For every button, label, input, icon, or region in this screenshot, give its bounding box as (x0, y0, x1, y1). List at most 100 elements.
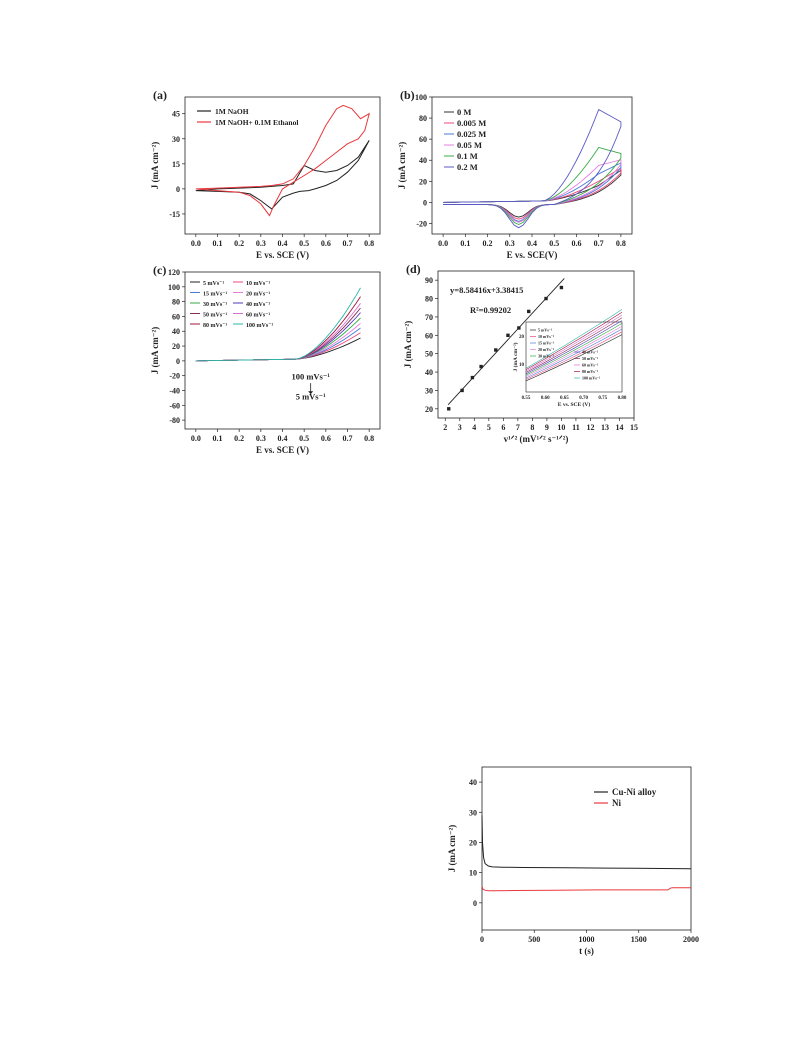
legend: 1M NaOH 1M NaOH+ 0.1M Ethanol (197, 107, 298, 127)
x-tick-label: 4 (472, 423, 476, 432)
series-line (443, 108, 622, 229)
y-tick-label: 100 (168, 283, 180, 292)
legend-label: 10 mVs⁻¹ (246, 281, 270, 287)
y-tick-label: 80 (419, 114, 427, 123)
inset-legend-label: 10 mVs⁻¹ (538, 334, 555, 339)
inset-y-tick-label: 10 (519, 363, 525, 368)
y-tick-label: 0 (176, 185, 180, 194)
y-tick-label: 0 (423, 198, 427, 207)
legend-label: 0.05 M (457, 140, 482, 150)
x-tick-label: 0.7 (343, 434, 353, 443)
inset-x-tick-label: 0.60 (541, 396, 550, 401)
y-tick-label: -20 (416, 219, 427, 228)
legend-label: 15 mVs⁻¹ (203, 292, 227, 298)
x-tick-label: 0.4 (278, 434, 288, 443)
y-tick-label: 60 (172, 312, 180, 321)
legend-label: 50 mVs⁻¹ (203, 313, 227, 319)
x-tick-label: 2000 (683, 935, 699, 944)
inset-y-label: J (mA cm⁻²) (512, 342, 519, 371)
y-axis-label: J (mA cm⁻²) (403, 321, 413, 368)
inset-x-label: E vs. SCE (V) (558, 401, 591, 408)
y-tick-label: 20 (469, 838, 477, 847)
inset-legend-label: 100 mVs⁻¹ (582, 376, 601, 381)
legend: 0 M0.005 M0.025 M0.05 M0.1 M0.2 M (444, 107, 486, 172)
x-tick-label: 0.8 (364, 434, 374, 443)
legend-label: 5 mVs⁻¹ (203, 281, 224, 287)
inset: 0.55 0.60 0.65 0.70 0.75 0.80 10 20 E vs. SCE (V… (512, 309, 627, 408)
y-tick-label: 40 (172, 327, 180, 336)
x-tick-label: 3 (458, 423, 462, 432)
x-tick-label: 0.0 (438, 239, 448, 248)
inset-legend-label: 5 mVs⁻¹ (538, 328, 553, 333)
x-tick-label: 13 (601, 423, 609, 432)
series-line (195, 337, 361, 362)
x-tick-label: 0.1 (460, 239, 470, 248)
chart-panel-3: 0.0 0.1 0.2 0.3 0.4 0.5 0.6 0.7 0.8 -80 -60 -40 -20 0… (150, 263, 381, 455)
inset-legend-label: 15 mVs⁻¹ (538, 341, 555, 346)
y-tick-label: 100 (415, 93, 427, 102)
x-tick-label: 0.2 (234, 434, 244, 443)
x-tick-label: 10 (557, 423, 565, 432)
x-tick-label: 0.3 (256, 239, 266, 248)
inset-y-tick-label: 20 (519, 335, 525, 340)
y-tick-label: 45 (172, 110, 180, 119)
x-tick-label: 7 (516, 423, 520, 432)
legend-label: 0.025 M (457, 129, 486, 139)
plot-frame (437, 270, 635, 419)
x-tick-label: 500 (528, 935, 540, 944)
y-axis-label: J (mA cm⁻²) (150, 327, 160, 374)
chart-panel-5: 0 500 1000 1500 2000 0 10 20 30 40 t (s) J (mA cm⁻²… (447, 766, 699, 956)
legend-label: 0.2 M (457, 162, 478, 172)
x-tick-label: 0.0 (191, 434, 201, 443)
y-axis-label: J (mA cm⁻²) (397, 142, 407, 189)
x-tick-label: 0.2 (483, 239, 493, 248)
legend-label: 80 mVs⁻¹ (203, 323, 227, 329)
y-tick-label: -20 (169, 372, 180, 381)
x-axis-label: v¹ᐟ² (mV¹ᐟ² s⁻¹ᐟ²) (504, 434, 569, 444)
data-point (447, 407, 451, 411)
panel-label: (a) (153, 88, 167, 102)
x-tick-label: 12 (586, 423, 594, 432)
r-squared: R²=0.99202 (470, 305, 511, 315)
y-tick-label: 30 (172, 135, 180, 144)
x-tick-label: 1000 (579, 935, 595, 944)
annotation-bottom: 5 mVs⁻¹ (296, 391, 326, 401)
legend-label: 0.005 M (457, 118, 486, 128)
y-tick-label: 40 (425, 368, 433, 377)
inset-x-tick-label: 0.75 (598, 396, 607, 401)
legend-label: 100 mVs⁻¹ (246, 323, 273, 329)
data-point (494, 348, 498, 352)
inset-x-tick-label: 0.80 (618, 396, 627, 401)
y-tick-label: 20 (425, 405, 433, 414)
x-tick-label: 0.8 (616, 239, 626, 248)
x-tick-label: 0.5 (549, 239, 559, 248)
x-tick-label: 0.5 (299, 434, 309, 443)
data-point (460, 388, 464, 393)
x-tick-label: 0.1 (213, 434, 223, 443)
x-tick-label: 0.3 (505, 239, 515, 248)
series-line (481, 815, 692, 870)
inset-series (525, 309, 623, 369)
inset-x-tick-label: 0.65 (560, 396, 569, 401)
legend-label: Cu-Ni alloy (612, 787, 657, 797)
legend-label: 0.1 M (457, 151, 478, 161)
panel-label: (c) (153, 263, 166, 277)
legend: 5 mVs⁻¹ 10 mVs⁻¹ 15 mVs⁻¹ 20 mVs⁻¹ 30 mVs⁻¹ 4… (190, 281, 273, 329)
inset-legend-label: 80 mVs⁻¹ (582, 369, 599, 374)
x-axis-label: E vs. SCE(V) (507, 250, 558, 260)
legend-label: Ni (612, 798, 621, 808)
y-axis-label: J (mA cm⁻²) (150, 142, 160, 189)
legend-label: 30 mVs⁻¹ (203, 302, 227, 308)
series-line (481, 886, 691, 892)
x-axis-label: E vs. SCE (V) (256, 445, 309, 455)
x-tick-label: 0.4 (278, 239, 288, 248)
inset-frame (525, 321, 623, 393)
x-tick-label: 15 (630, 423, 638, 432)
inset-series (525, 323, 623, 376)
y-tick-label: 40 (419, 156, 427, 165)
annotation-arrowhead (308, 391, 314, 395)
x-tick-label: 14 (615, 423, 623, 432)
inset-series (525, 328, 623, 379)
